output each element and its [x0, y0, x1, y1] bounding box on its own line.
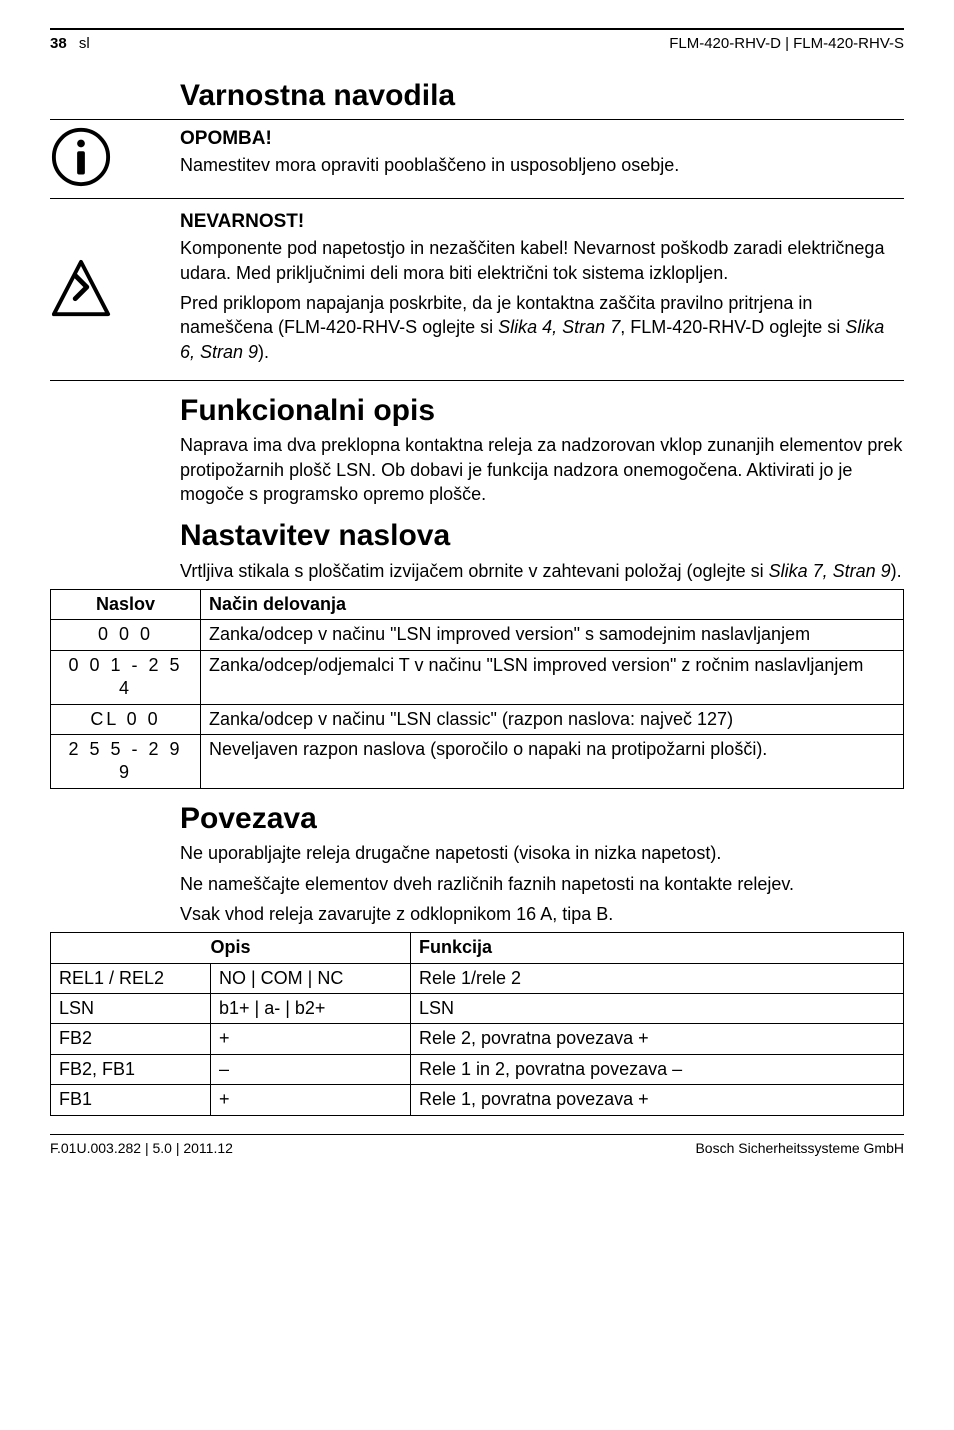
product-name: FLM-420-RHV-D | FLM-420-RHV-S	[669, 34, 904, 54]
func-title: Funkcionalni opis	[180, 391, 904, 432]
header-left: 38 sl	[50, 34, 90, 54]
table-row: REL1 / REL2 NO | COM | NC Rele 1/rele 2	[51, 963, 904, 993]
page-footer: F.01U.003.282 | 5.0 | 2011.12 Bosch Sich…	[50, 1139, 904, 1158]
connection-table: Opis Funkcija REL1 / REL2 NO | COM | NC …	[50, 932, 904, 1115]
table-row: Naslov Način delovanja	[51, 590, 904, 620]
table-row: Opis Funkcija	[51, 933, 904, 963]
page-number: 38	[50, 35, 67, 52]
table-row: FB2, FB1 – Rele 1 in 2, povratna povezav…	[51, 1054, 904, 1084]
conn-head-1: Opis	[51, 933, 411, 963]
address-table: Naslov Način delovanja 0 0 0 Zanka/odcep…	[50, 589, 904, 789]
addr-title: Nastavitev naslova	[180, 516, 904, 557]
danger-text-1: Komponente pod napetostjo in nezaščiten …	[180, 236, 904, 285]
table-row: 2 5 5 - 2 9 9 Neveljaven razpon naslova …	[51, 735, 904, 789]
warning-icon	[50, 258, 180, 320]
conn-p1: Ne uporabljajte releja drugačne napetost…	[180, 841, 904, 865]
footer-left: F.01U.003.282 | 5.0 | 2011.12	[50, 1139, 233, 1158]
addr-body: Vrtljiva stikala s ploščatim izvijačem o…	[180, 559, 904, 583]
conn-p3: Vsak vhod releja zavarujte z odklopnikom…	[180, 902, 904, 926]
table-row: CL 0 0 Zanka/odcep v načinu "LSN classic…	[51, 704, 904, 734]
lang-code: sl	[79, 35, 90, 52]
info-icon	[50, 126, 180, 188]
page-header: 38 sl FLM-420-RHV-D | FLM-420-RHV-S	[50, 34, 904, 54]
danger-label: NEVARNOST!	[180, 209, 904, 235]
addr-head-2: Način delovanja	[201, 590, 904, 620]
table-row: 0 0 1 - 2 5 4 Zanka/odcep/odjemalci T v …	[51, 650, 904, 704]
func-body: Naprava ima dva preklopna kontaktna rele…	[180, 433, 904, 506]
note-text: Namestitev mora opraviti pooblaščeno in …	[180, 153, 904, 177]
table-row: LSN b1+ | a- | b2+ LSN	[51, 993, 904, 1023]
danger-text-2: Pred priklopom napajanja poskrbite, da j…	[180, 291, 904, 364]
note-label: OPOMBA!	[180, 126, 904, 152]
conn-head-2: Funkcija	[411, 933, 904, 963]
conn-title: Povezava	[180, 799, 904, 840]
addr-head-1: Naslov	[51, 590, 201, 620]
table-row: 0 0 0 Zanka/odcep v načinu "LSN improved…	[51, 620, 904, 650]
footer-right: Bosch Sicherheitssysteme GmbH	[695, 1139, 904, 1158]
conn-p2: Ne nameščajte elementov dveh različnih f…	[180, 872, 904, 896]
safety-title: Varnostna navodila	[180, 76, 904, 117]
table-row: FB1 + Rele 1, povratna povezava +	[51, 1085, 904, 1115]
table-row: FB2 + Rele 2, povratna povezava +	[51, 1024, 904, 1054]
